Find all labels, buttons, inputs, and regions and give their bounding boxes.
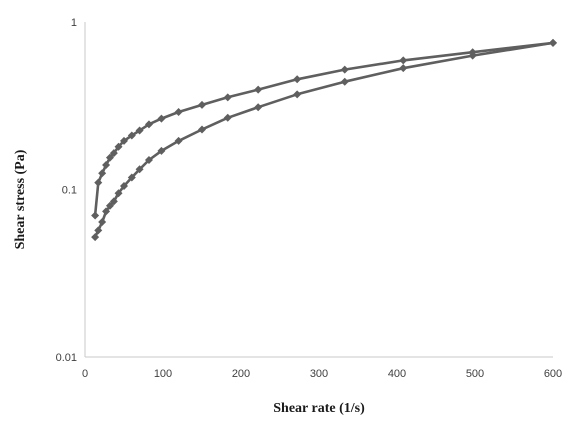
data-point [114, 142, 123, 151]
y-tick-label: 1 [71, 17, 77, 29]
data-point [109, 149, 118, 158]
data-point [223, 113, 232, 122]
series-lines [93, 41, 555, 239]
data-point [127, 173, 136, 182]
x-tick-label: 100 [154, 368, 172, 380]
series-markers [91, 38, 557, 242]
data-point [293, 90, 302, 99]
data-point [91, 211, 100, 220]
data-point [198, 100, 206, 109]
data-point [120, 136, 128, 145]
data-point [174, 108, 183, 117]
x-tick-label: 400 [388, 368, 406, 380]
data-point [254, 85, 263, 94]
data-point [102, 207, 111, 216]
data-point [340, 77, 349, 86]
data-point [223, 93, 232, 102]
data-point [91, 233, 100, 242]
y-axis-title: Shear stress (Pa) [13, 149, 28, 249]
x-tick-label: 300 [310, 368, 328, 380]
data-point [105, 201, 114, 210]
data-point [98, 217, 107, 226]
series-line-1 [93, 41, 555, 217]
data-point [105, 153, 114, 162]
data-point [399, 56, 408, 65]
y-ticks: 0.01 0.1 1 [56, 17, 77, 364]
x-tick-label: 200 [232, 368, 250, 380]
series-line-2 [93, 41, 555, 239]
data-point [144, 156, 153, 165]
data-point [109, 197, 118, 206]
data-point [144, 120, 153, 129]
data-point [340, 65, 349, 74]
x-tick-label: 500 [466, 368, 484, 380]
data-point [94, 226, 103, 235]
x-ticks: 0 100 200 300 400 500 600 [82, 368, 562, 380]
data-point [549, 38, 557, 47]
data-point [157, 114, 166, 123]
data-point [94, 178, 103, 187]
data-point [399, 64, 408, 73]
y-tick-label: 0.01 [56, 352, 77, 364]
data-point [293, 75, 302, 84]
data-point [468, 51, 477, 60]
data-point [174, 136, 183, 145]
data-point [135, 126, 144, 135]
axes [84, 22, 553, 358]
y-tick-label: 0.1 [62, 185, 77, 197]
data-point [127, 131, 136, 140]
data-point [120, 181, 128, 190]
data-point [254, 103, 263, 112]
data-point [157, 146, 166, 155]
x-tick-label: 600 [544, 368, 562, 380]
data-point [114, 189, 123, 198]
data-point [135, 165, 144, 174]
data-point [198, 125, 206, 134]
data-point [98, 169, 107, 178]
x-axis-title: Shear rate (1/s) [273, 401, 365, 416]
x-tick-label: 0 [82, 368, 88, 380]
data-point [102, 161, 111, 170]
